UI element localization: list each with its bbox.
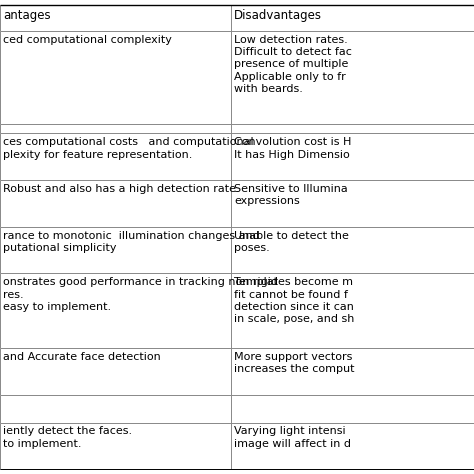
Text: Sensitive to Illumina
expressions: Sensitive to Illumina expressions: [234, 184, 348, 206]
Text: onstrates good performance in tracking non rigid
res.
easy to implement.: onstrates good performance in tracking n…: [3, 277, 278, 312]
Text: Unable to detect the
poses.: Unable to detect the poses.: [234, 230, 349, 253]
Text: Varying light intensi
image will affect in d: Varying light intensi image will affect …: [234, 427, 351, 449]
Text: antages: antages: [3, 9, 50, 21]
Text: Robust and also has a high detection rate.: Robust and also has a high detection rat…: [3, 184, 239, 194]
Text: ced computational complexity: ced computational complexity: [3, 35, 172, 45]
Text: Low detection rates.
Difficult to detect fac
presence of multiple
Applicable onl: Low detection rates. Difficult to detect…: [234, 35, 352, 94]
Text: Convolution cost is H
It has High Dimensio: Convolution cost is H It has High Dimens…: [234, 137, 352, 160]
Text: and Accurate face detection: and Accurate face detection: [3, 352, 161, 362]
Text: Disadvantages: Disadvantages: [234, 9, 322, 21]
Text: rance to monotonic  illumination changes and
putational simplicity: rance to monotonic illumination changes …: [3, 230, 260, 253]
Text: Templates become m
fit cannot be found f
detection since it can
in scale, pose, : Templates become m fit cannot be found f…: [234, 277, 355, 324]
Text: iently detect the faces.
to implement.: iently detect the faces. to implement.: [3, 427, 132, 449]
Text: ces computational costs   and computational
plexity for feature representation.: ces computational costs and computationa…: [3, 137, 254, 160]
Text: More support vectors
increases the comput: More support vectors increases the compu…: [234, 352, 355, 374]
